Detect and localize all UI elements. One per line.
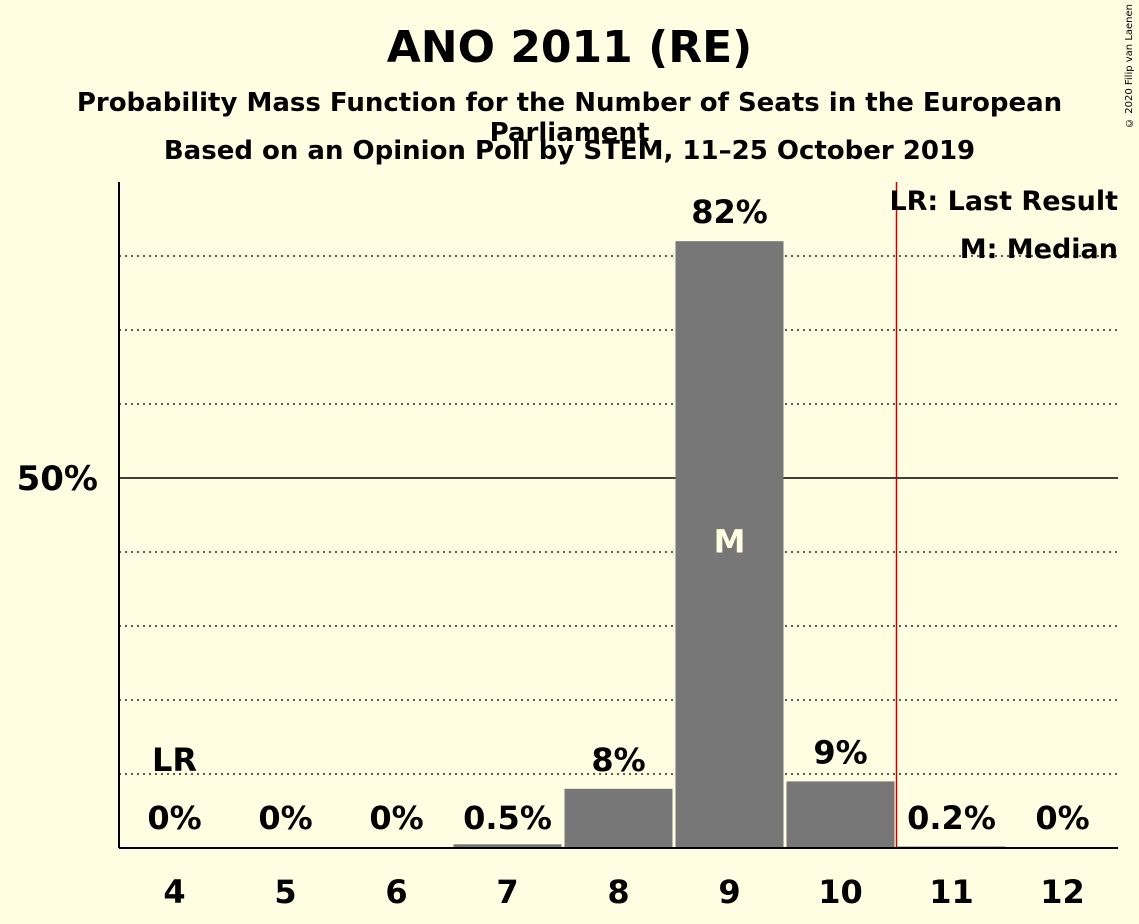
- value-label-9: 82%: [691, 193, 768, 231]
- x-tick-label-8: 8: [607, 873, 629, 911]
- y-tick-label: 50%: [17, 459, 98, 499]
- bar-7: [453, 844, 562, 848]
- x-tick-label-9: 9: [718, 873, 740, 911]
- legend-entry-1: M: Median: [960, 234, 1118, 265]
- x-tick-label-5: 5: [274, 873, 296, 911]
- bar-10: [786, 781, 895, 848]
- chart-subtitle: Probability Mass Function for the Number…: [76, 88, 1063, 148]
- x-tick-label-6: 6: [385, 873, 407, 911]
- x-tick-label-7: 7: [496, 873, 518, 911]
- value-label-4: 0%: [147, 799, 201, 837]
- legend-entry-0: LR: Last Result: [889, 186, 1118, 217]
- median-marker: M: [714, 523, 746, 561]
- value-label-6: 0%: [369, 799, 423, 837]
- bar-9: [675, 241, 784, 848]
- x-tick-label-4: 4: [163, 873, 185, 911]
- value-label-12: 0%: [1035, 799, 1089, 837]
- x-tick-label-12: 12: [1040, 873, 1085, 911]
- last-result-marker: LR: [152, 741, 197, 779]
- value-label-11: 0.2%: [907, 799, 996, 837]
- x-tick-label-11: 11: [929, 873, 974, 911]
- value-label-5: 0%: [258, 799, 312, 837]
- chart-title: ANO 2011 (RE): [386, 22, 753, 73]
- value-label-8: 8%: [591, 741, 645, 779]
- bar-8: [564, 788, 673, 848]
- value-label-10: 9%: [813, 733, 867, 771]
- chart-subtitle-source: Based on an Opinion Poll by STEM, 11–25 …: [163, 136, 976, 166]
- x-tick-label-10: 10: [818, 873, 863, 911]
- value-label-7: 0.5%: [463, 799, 552, 837]
